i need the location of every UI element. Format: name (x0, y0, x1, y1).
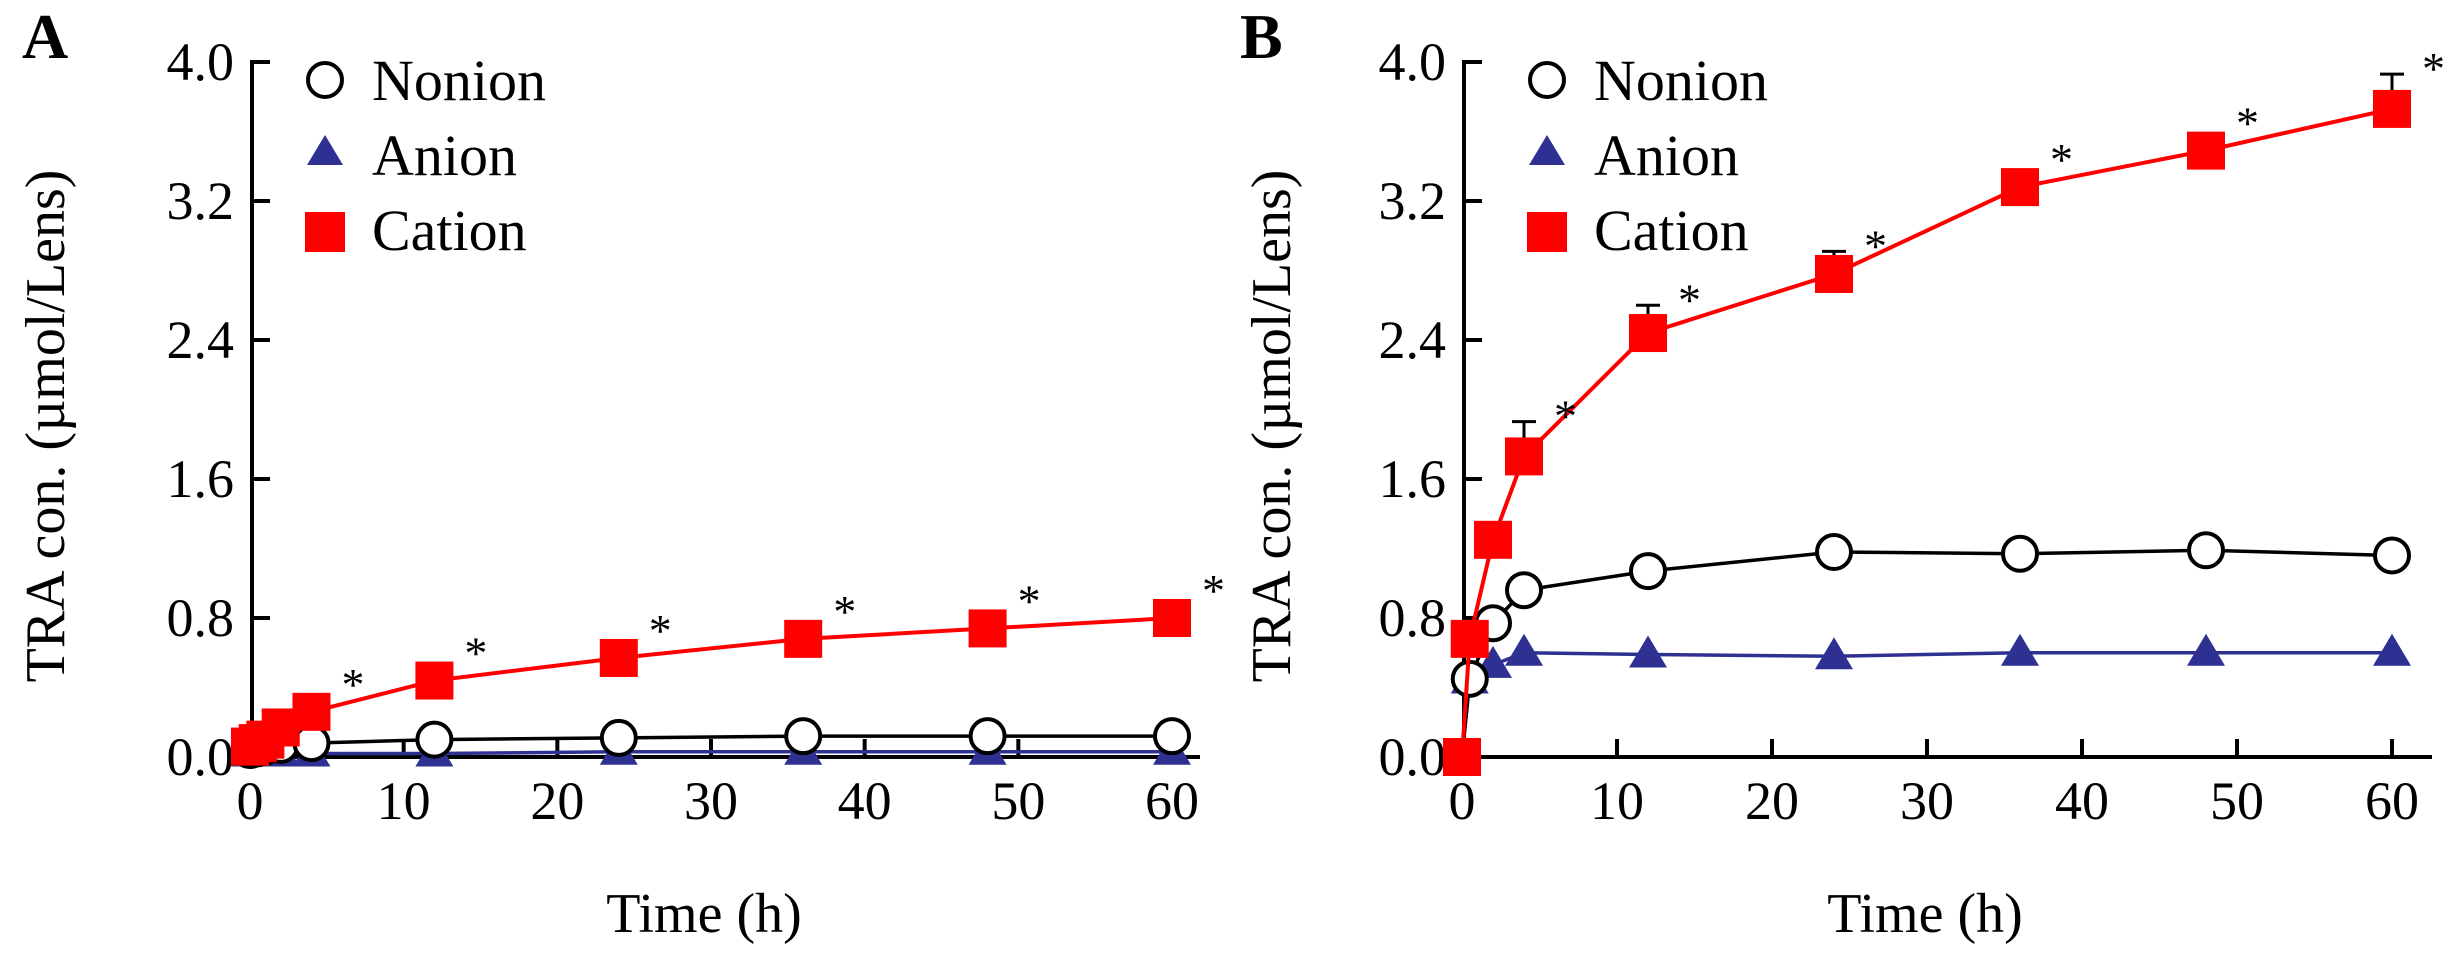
significance-mark-a: * (341, 659, 364, 710)
data-point-anion-b (2187, 633, 2225, 666)
legend-label-anion-b: Anion (1594, 123, 1739, 188)
data-point-nonion-b (1505, 571, 1543, 610)
x-tick-label-b: 0 (1449, 771, 1476, 831)
data-point-cation-b (1815, 254, 1853, 293)
data-point-nonion-a (1153, 717, 1191, 756)
series-line-anion-a (250, 750, 1172, 756)
data-point-nonion-b (1629, 552, 1667, 591)
data-point-anion-b (1629, 635, 1667, 668)
data-point-cation-a (599, 638, 638, 677)
x-tick-label-b: 60 (2365, 771, 2419, 831)
panel-b: B TRA con. (µmol/Lens) Time (h) Nonion A… (1240, 1, 2445, 945)
significance-mark-b: * (2236, 98, 2259, 149)
data-point-nonion-b (2187, 531, 2225, 570)
legend-label-cation-b: Cation (1594, 198, 1749, 263)
y-axis-title-b: TRA con. (µmol/Lens) (1241, 170, 1303, 683)
y-tick-label-a: 2.4 (167, 310, 235, 370)
data-point-cation-a (415, 661, 454, 700)
data-point-nonion-a (784, 717, 823, 756)
significance-mark-a: * (1018, 575, 1041, 626)
data-point-cation-b (1443, 738, 1481, 776)
significance-mark-a: * (833, 586, 856, 637)
legend-marker-anion-a (307, 135, 343, 165)
significance-mark-b: * (2050, 134, 2073, 185)
x-tick-label-b: 50 (2210, 771, 2264, 831)
legend-marker-cation-a (305, 212, 345, 252)
x-tick-label-a: 60 (1145, 771, 1199, 831)
y-tick-label-b: 2.4 (1379, 310, 1447, 370)
legend-marker-anion-b (1529, 135, 1565, 165)
legend-marker-nonion-a (306, 61, 344, 99)
data-point-cation-b (1505, 437, 1543, 476)
legend-label-anion-a: Anion (372, 123, 517, 188)
data-point-cation-a (784, 619, 823, 658)
y-tick-label-a: 3.2 (167, 171, 235, 231)
data-point-nonion-a (968, 717, 1007, 756)
data-point-cation-b (1474, 520, 1512, 559)
legend-label-nonion-b: Nonion (1594, 48, 1768, 113)
legend-marker-cation-b (1527, 212, 1567, 252)
y-tick-label-b: 4.0 (1379, 32, 1447, 92)
data-point-nonion-b (2373, 536, 2411, 575)
data-point-cation-b (2001, 168, 2039, 207)
data-point-cation-a (292, 692, 331, 731)
data-point-cation-b (2187, 131, 2225, 170)
y-tick-label-b: 1.6 (1379, 449, 1447, 509)
significance-mark-a: * (1202, 565, 1225, 616)
y-tick-label-a: 0.8 (167, 588, 235, 648)
y-tick-label-b: 0.8 (1379, 588, 1447, 648)
x-axis-title-b: Time (h) (1827, 883, 2023, 945)
data-point-cation-b (2373, 89, 2411, 128)
data-point-nonion-a (599, 718, 638, 757)
x-tick-label-b: 40 (2055, 771, 2109, 831)
x-tick-label-a: 10 (377, 771, 431, 831)
legend-label-cation-a: Cation (372, 198, 527, 263)
data-point-cation-b (1629, 314, 1667, 353)
x-tick-label-a: 40 (838, 771, 892, 831)
significance-mark-b: * (1554, 391, 1577, 442)
y-tick-label-a: 1.6 (167, 449, 235, 509)
significance-mark-b: * (1678, 274, 1701, 325)
legend-a: Nonion Anion Cation (305, 48, 546, 263)
significance-mark-a: * (464, 628, 487, 679)
data-point-anion-b (2001, 633, 2039, 666)
x-tick-label-a: 30 (684, 771, 738, 831)
data-point-cation-b (1450, 619, 1489, 658)
x-tick-label-a: 50 (991, 771, 1045, 831)
significance-mark-b: * (1864, 220, 1887, 271)
data-point-cation-a (1153, 599, 1191, 637)
x-tick-label-a: 0 (237, 771, 264, 831)
data-point-cation-a (968, 609, 1007, 648)
x-tick-label-b: 20 (1745, 771, 1799, 831)
data-point-anion-b (1505, 633, 1543, 666)
legend-label-nonion-a: Nonion (372, 48, 546, 113)
legend-marker-nonion-b (1528, 61, 1566, 99)
y-tick-label-a: 4.0 (167, 32, 235, 92)
x-tick-label-b: 10 (1590, 771, 1644, 831)
data-point-nonion-b (2001, 534, 2039, 573)
panel-a: A TRA con. (µmol/Lens) Time (h) Nonion A… (15, 1, 1225, 945)
x-axis-title-a: Time (h) (606, 883, 802, 945)
y-tick-label-a: 0.0 (167, 727, 235, 787)
panel-letter-a: A (22, 1, 68, 72)
significance-mark-b: * (2422, 43, 2445, 94)
legend-b: Nonion Anion Cation (1527, 48, 1768, 263)
x-tick-label-b: 30 (1900, 771, 1954, 831)
data-point-nonion-a (415, 720, 454, 759)
data-point-nonion-b (1815, 532, 1853, 571)
data-point-anion-b (2373, 633, 2411, 666)
significance-mark-a: * (649, 605, 672, 656)
data-point-anion-b (1815, 637, 1853, 670)
series-line-cation-a (249, 616, 1173, 749)
y-tick-label-b: 3.2 (1379, 171, 1447, 231)
panel-letter-b: B (1240, 1, 1283, 72)
x-tick-label-a: 20 (530, 771, 584, 831)
y-axis-title-a: TRA con. (µmol/Lens) (15, 170, 77, 683)
y-tick-label-b: 0.0 (1379, 727, 1447, 787)
